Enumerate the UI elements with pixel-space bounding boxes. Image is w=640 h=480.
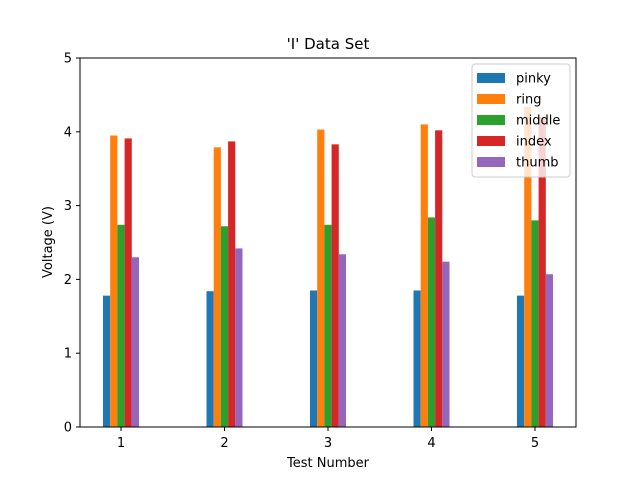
bar-thumb-4 <box>442 261 450 427</box>
x-tick-label: 2 <box>220 436 228 451</box>
bar-ring-5 <box>524 106 532 427</box>
y-tick-label: 0 <box>64 421 72 436</box>
legend-box <box>471 63 571 178</box>
x-tick-label: 3 <box>324 436 332 451</box>
bar-middle-2 <box>220 226 229 427</box>
legend-label-pinky: pinky <box>516 72 551 87</box>
bar-pinky-3 <box>310 290 318 427</box>
legend-swatch-index <box>477 136 505 146</box>
bar-index-4 <box>435 130 443 427</box>
bar-thumb-5 <box>545 274 553 427</box>
y-axis: 0 1 2 3 4 5 <box>64 52 80 436</box>
x-axis: 1 2 3 4 5 <box>117 427 539 451</box>
legend-label-thumb: thumb <box>516 156 559 171</box>
legend-swatch-ring <box>477 94 505 104</box>
bar-ring-4 <box>420 124 428 428</box>
bar-pinky-4 <box>413 290 421 427</box>
bar-ring-3 <box>317 129 325 427</box>
legend-swatch-pinky <box>477 73 505 83</box>
bar-index-3 <box>331 144 339 427</box>
legend-label-index: index <box>516 135 552 150</box>
bar-index-5 <box>538 117 546 427</box>
bar-ring-2 <box>213 147 221 427</box>
bar-thumb-2 <box>235 248 243 427</box>
y-tick-label: 4 <box>64 125 72 140</box>
x-tick-label: 4 <box>427 436 435 451</box>
y-tick-label: 1 <box>64 347 72 362</box>
bar-middle-3 <box>324 224 332 427</box>
legend-label-ring: ring <box>516 93 541 108</box>
bar-thumb-3 <box>338 254 346 427</box>
bars-group <box>103 106 553 428</box>
legend-label-middle: middle <box>516 114 560 129</box>
legend: pinky ring middle index thumb <box>471 63 571 178</box>
y-tick-label: 5 <box>64 52 72 67</box>
legend-swatch-thumb <box>477 157 505 167</box>
bar-middle-1 <box>117 224 125 427</box>
y-axis-label: Voltage (V) <box>41 206 56 278</box>
y-tick-label: 3 <box>64 199 72 214</box>
chart-title: 'I' Data Set <box>287 35 370 53</box>
bar-middle-4 <box>427 217 436 427</box>
y-tick-label: 2 <box>64 273 72 288</box>
bar-index-1 <box>124 138 132 427</box>
bar-middle-5 <box>531 220 539 427</box>
x-axis-label: Test Number <box>286 456 370 471</box>
x-tick-label: 1 <box>117 436 125 451</box>
bar-ring-1 <box>110 135 118 428</box>
bar-thumb-1 <box>131 257 139 427</box>
bar-pinky-1 <box>103 295 111 427</box>
bar-pinky-2 <box>206 291 214 427</box>
x-tick-label: 5 <box>531 436 539 451</box>
legend-swatch-middle <box>477 115 505 125</box>
bar-index-2 <box>228 141 236 428</box>
bar-pinky-5 <box>517 295 525 427</box>
